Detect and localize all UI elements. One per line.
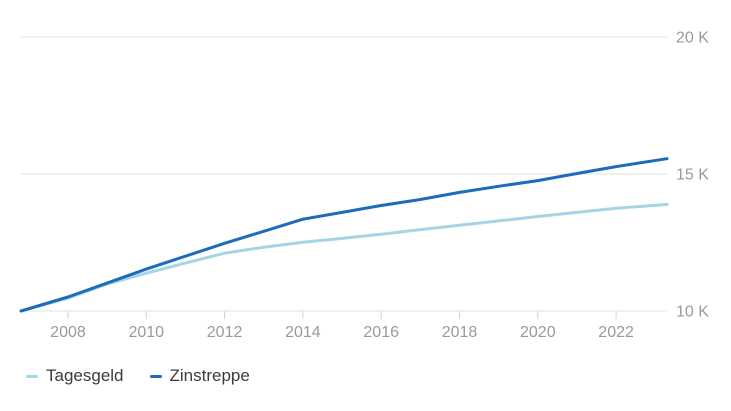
x-axis-label: 2020 bbox=[520, 324, 556, 341]
legend-marker-zinstreppe bbox=[149, 374, 162, 378]
x-axis-label: 2014 bbox=[285, 324, 321, 341]
x-axis-label: 2016 bbox=[363, 324, 399, 341]
chart-legend: Tagesgeld Zinstreppe bbox=[26, 366, 250, 386]
legend-label-zinstreppe: Zinstreppe bbox=[169, 366, 250, 385]
series-line-zinstreppe bbox=[19, 157, 669, 313]
legend-marker-tagesgeld bbox=[26, 374, 38, 378]
x-axis-label: 2010 bbox=[128, 324, 164, 341]
x-axis-label: 2008 bbox=[50, 324, 86, 341]
legend-item-zinstreppe[interactable]: Zinstreppe bbox=[149, 366, 250, 386]
x-axis-label: 2018 bbox=[442, 324, 478, 341]
x-axis-label: 2022 bbox=[598, 324, 634, 341]
x-axis-label: 2012 bbox=[207, 324, 243, 341]
series-line-tagesgeld bbox=[19, 202, 669, 313]
y-axis-label: 20 K bbox=[676, 30, 709, 47]
legend-label-tagesgeld: Tagesgeld bbox=[46, 366, 124, 385]
y-axis-label: 10 K bbox=[676, 304, 709, 321]
legend-item-tagesgeld[interactable]: Tagesgeld bbox=[26, 366, 124, 386]
y-axis-label: 15 K bbox=[676, 167, 709, 184]
